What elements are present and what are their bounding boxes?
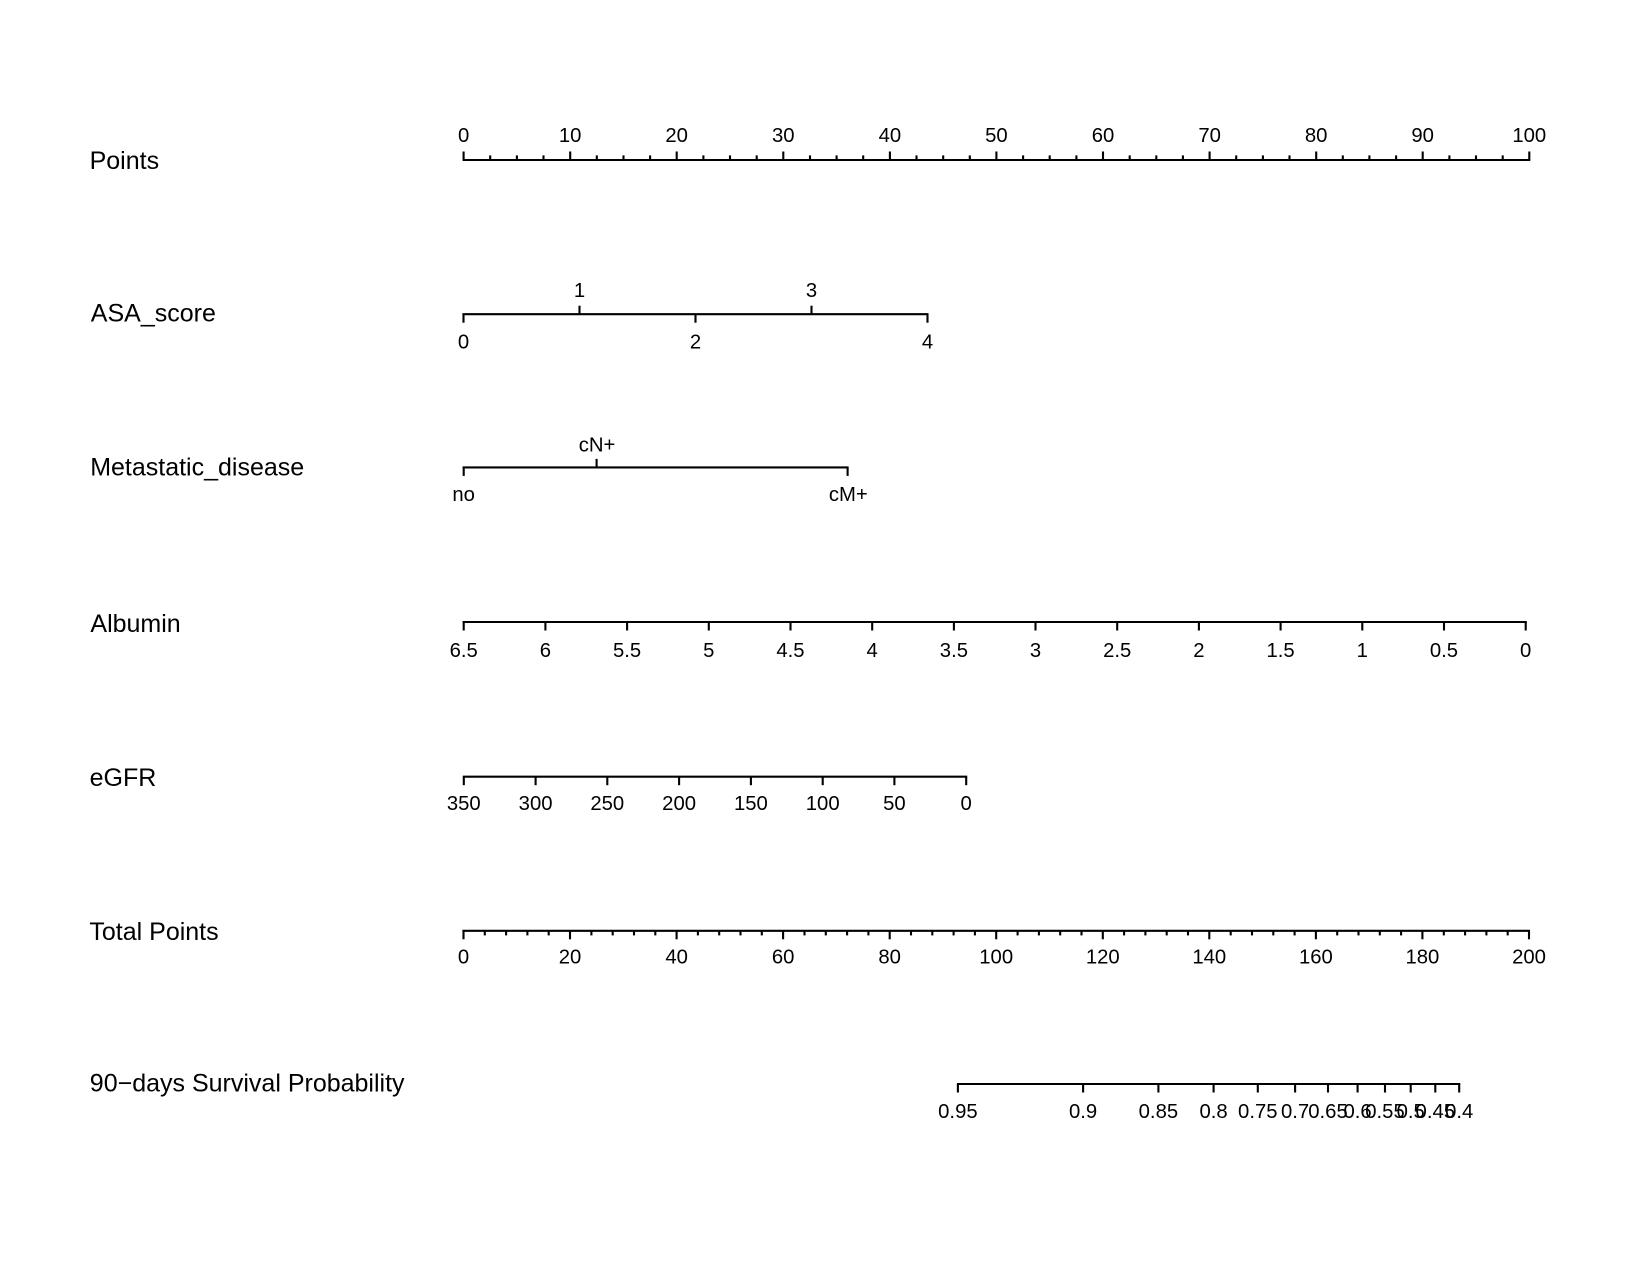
svg-text:0.8: 0.8 — [1199, 1101, 1227, 1123]
svg-text:0.85: 0.85 — [1139, 1101, 1178, 1123]
svg-text:350: 350 — [447, 793, 481, 815]
svg-text:50: 50 — [883, 793, 906, 815]
svg-text:100: 100 — [979, 946, 1013, 968]
svg-text:1.5: 1.5 — [1266, 640, 1294, 662]
svg-text:no: no — [452, 484, 475, 506]
svg-text:4: 4 — [867, 640, 878, 662]
svg-text:20: 20 — [665, 125, 688, 147]
svg-text:Metastatic_disease: Metastatic_disease — [90, 454, 304, 482]
svg-text:60: 60 — [772, 946, 795, 968]
svg-text:40: 40 — [665, 946, 688, 968]
svg-text:180: 180 — [1405, 946, 1439, 968]
svg-text:4.5: 4.5 — [776, 640, 804, 662]
svg-text:20: 20 — [559, 946, 582, 968]
svg-text:0: 0 — [458, 946, 469, 968]
svg-text:3: 3 — [806, 280, 817, 302]
svg-text:50: 50 — [985, 125, 1008, 147]
svg-text:300: 300 — [519, 793, 553, 815]
svg-text:120: 120 — [1086, 946, 1120, 968]
svg-text:0.45: 0.45 — [1416, 1101, 1455, 1123]
svg-text:200: 200 — [1512, 946, 1546, 968]
svg-text:0.4: 0.4 — [1445, 1101, 1473, 1123]
svg-text:0.5: 0.5 — [1397, 1101, 1425, 1123]
svg-text:Points: Points — [90, 147, 159, 175]
svg-text:0.7: 0.7 — [1281, 1101, 1309, 1123]
svg-text:0.95: 0.95 — [938, 1101, 977, 1123]
svg-text:4: 4 — [922, 331, 933, 353]
svg-text:250: 250 — [590, 793, 624, 815]
svg-text:100: 100 — [806, 793, 840, 815]
svg-text:2: 2 — [1193, 640, 1204, 662]
svg-text:1: 1 — [1357, 640, 1368, 662]
svg-text:0.9: 0.9 — [1069, 1101, 1097, 1123]
svg-text:6: 6 — [540, 640, 551, 662]
svg-text:150: 150 — [734, 793, 768, 815]
svg-text:0.75: 0.75 — [1238, 1101, 1277, 1123]
svg-text:0: 0 — [1520, 640, 1531, 662]
svg-text:0.6: 0.6 — [1343, 1101, 1371, 1123]
svg-text:160: 160 — [1299, 946, 1333, 968]
svg-text:1: 1 — [574, 280, 585, 302]
svg-text:30: 30 — [772, 125, 795, 147]
svg-text:80: 80 — [1305, 125, 1328, 147]
svg-text:70: 70 — [1198, 125, 1221, 147]
svg-text:100: 100 — [1512, 125, 1546, 147]
svg-text:10: 10 — [559, 125, 582, 147]
svg-text:Total Points: Total Points — [89, 918, 218, 946]
svg-text:200: 200 — [662, 793, 696, 815]
svg-text:0.55: 0.55 — [1365, 1101, 1404, 1123]
svg-text:2: 2 — [690, 331, 701, 353]
svg-text:0: 0 — [961, 793, 972, 815]
svg-text:cN+: cN+ — [579, 434, 616, 456]
svg-text:ASA_score: ASA_score — [91, 300, 216, 328]
svg-text:2.5: 2.5 — [1103, 640, 1131, 662]
svg-text:3: 3 — [1030, 640, 1041, 662]
svg-text:5: 5 — [703, 640, 714, 662]
svg-text:90: 90 — [1411, 125, 1434, 147]
svg-text:60: 60 — [1092, 125, 1115, 147]
svg-text:0: 0 — [458, 125, 469, 147]
svg-text:0.65: 0.65 — [1308, 1101, 1347, 1123]
svg-text:eGFR: eGFR — [90, 764, 157, 792]
svg-text:0.5: 0.5 — [1430, 640, 1458, 662]
svg-text:5.5: 5.5 — [613, 640, 641, 662]
svg-text:6.5: 6.5 — [450, 640, 478, 662]
svg-text:cM+: cM+ — [829, 484, 868, 506]
svg-text:0: 0 — [458, 331, 469, 353]
svg-text:40: 40 — [879, 125, 902, 147]
svg-text:80: 80 — [878, 946, 901, 968]
svg-text:90−days Survival Probability: 90−days Survival Probability — [90, 1070, 405, 1098]
svg-text:Albumin: Albumin — [90, 610, 180, 638]
svg-text:140: 140 — [1192, 946, 1226, 968]
svg-text:3.5: 3.5 — [940, 640, 968, 662]
